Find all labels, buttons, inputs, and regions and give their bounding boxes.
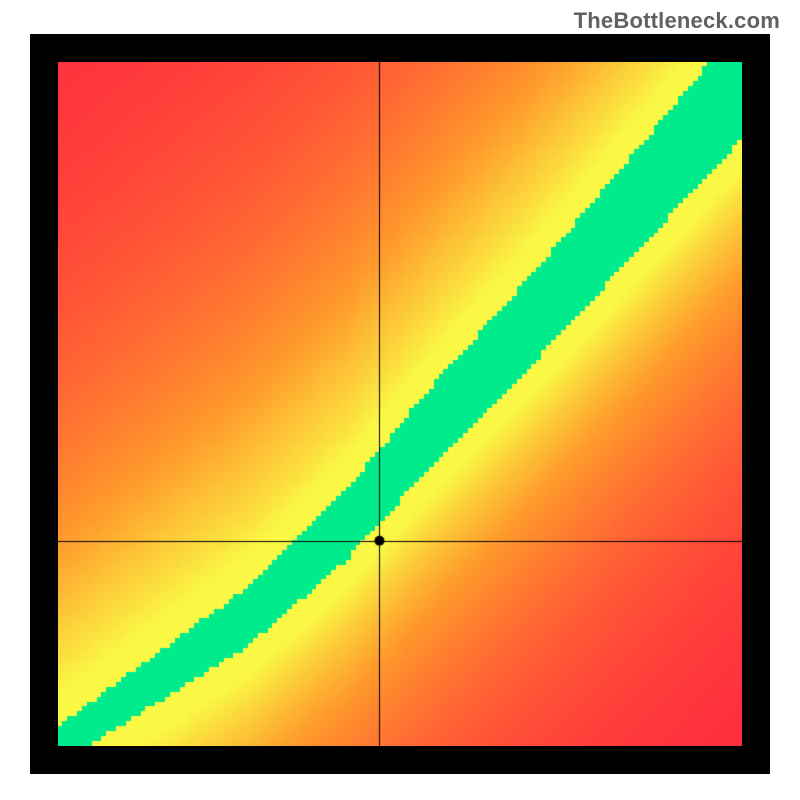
image-root: TheBottleneck.com — [0, 0, 800, 800]
watermark-text: TheBottleneck.com — [574, 8, 780, 34]
heatmap-canvas — [58, 62, 742, 746]
